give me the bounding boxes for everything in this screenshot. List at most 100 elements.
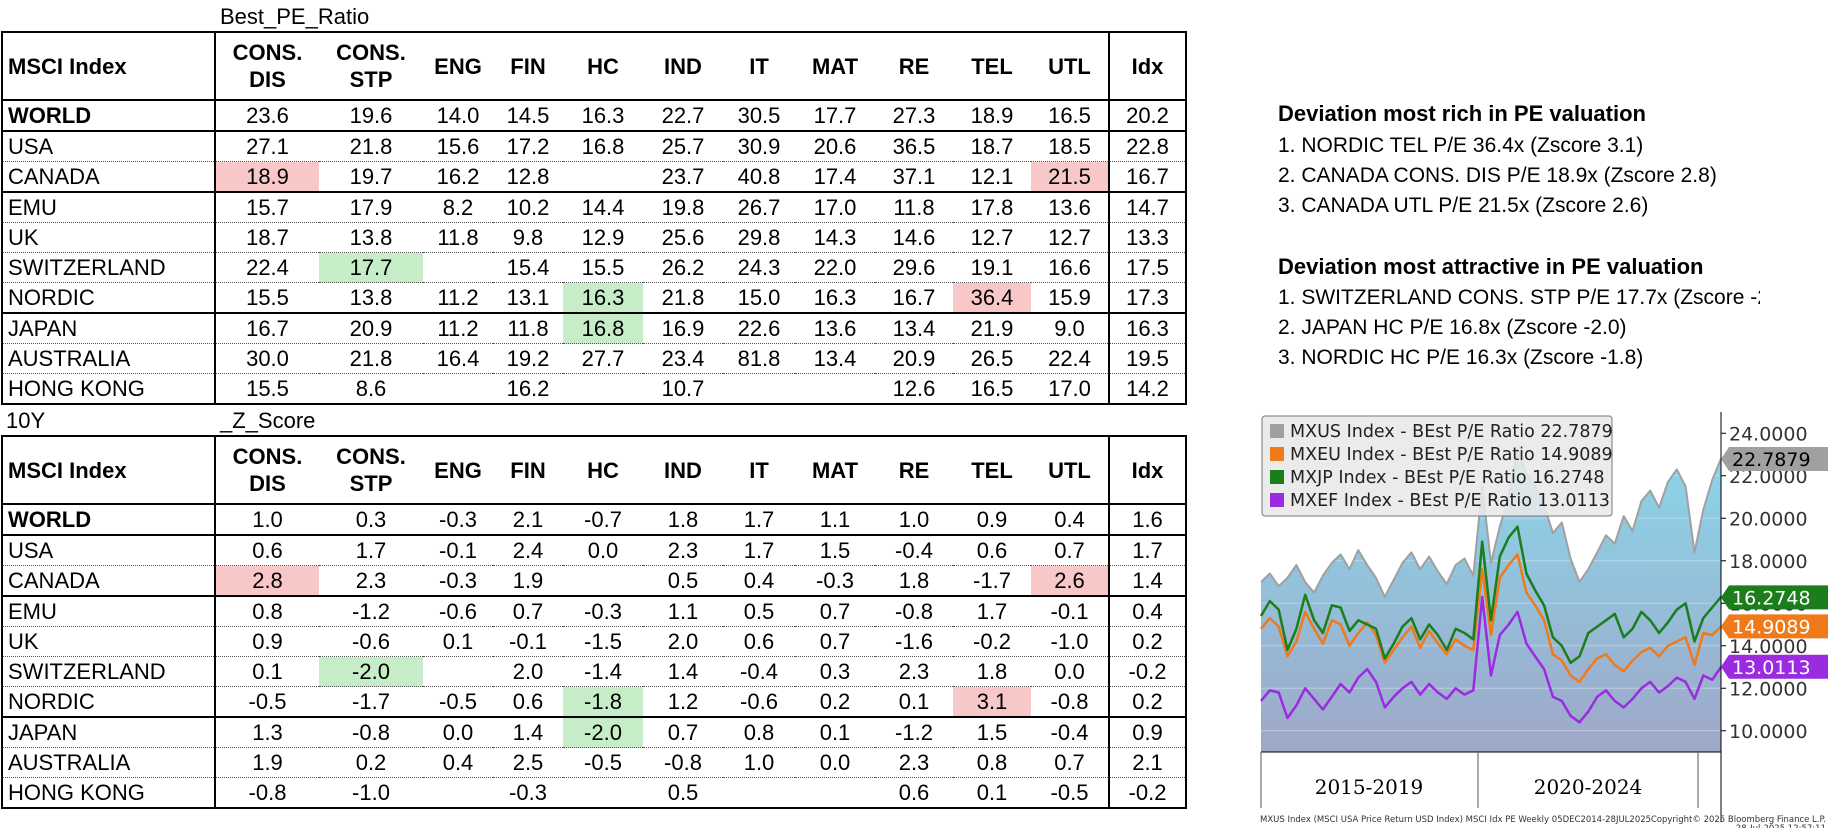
table-cell: 23.7 <box>643 161 723 192</box>
table-cell: 0.8 <box>723 716 795 748</box>
table-cell: 2.3 <box>875 747 953 778</box>
table-cell: 18.7 <box>214 222 319 253</box>
table-cell: 0.0 <box>423 716 493 748</box>
table-cell: 2.5 <box>493 747 563 778</box>
table-row: JAPAN 1.3 -0.8 0.0 1.4 -2.0 0.7 0.8 0.1 -1.2 1.5 -0… <box>2 716 1186 748</box>
legend-swatch <box>1270 470 1284 484</box>
table-cell: 21.5 <box>1031 161 1109 192</box>
series-line-3 <box>1260 595 1723 724</box>
table-row: AUSTRALIA 1.9 0.2 0.4 2.5 -0.5 -0.8 1.0 0.0 2.3 0.… <box>2 747 1186 778</box>
legend-swatch <box>1270 424 1284 438</box>
table-cell: -0.2 <box>1108 777 1186 808</box>
rich-title: Deviation most rich in PE valuation <box>1278 101 1646 126</box>
table-cell: 16.7 <box>875 282 953 313</box>
table-cell: -0.6 <box>423 595 493 627</box>
table-cell: 8.6 <box>319 373 423 404</box>
table-cell: 19.5 <box>1108 343 1186 374</box>
table-cell: 24.3 <box>723 252 795 283</box>
zscore-table: MSCI Index CONS. DIS CONS. STP ENG FIN HC IND IT M… <box>1 435 1187 809</box>
table-cell: 0.7 <box>1031 534 1109 566</box>
table-cell: -0.4 <box>875 534 953 566</box>
table-cell: -0.5 <box>214 686 319 717</box>
row-label: USA <box>2 130 215 162</box>
table-cell: 20.6 <box>795 130 875 162</box>
table-cell: -0.5 <box>563 747 643 778</box>
table-cell: 18.5 <box>1031 130 1109 162</box>
table-cell: 22.4 <box>214 252 319 283</box>
table-cell: 10.7 <box>643 373 723 404</box>
table-cell: 19.7 <box>319 161 423 192</box>
pe-ratio-line-chart: 24.000022.000020.000018.000016.000014.00… <box>1259 412 1828 828</box>
table-cell: 0.6 <box>493 686 563 717</box>
table-cell: 12.1 <box>953 161 1031 192</box>
table-cell: 16.5 <box>1031 99 1109 131</box>
table-cell: 0.7 <box>1031 747 1109 778</box>
row-label: NORDIC <box>2 282 215 313</box>
series-area-mxus <box>1261 448 1721 752</box>
table-cell <box>723 777 795 808</box>
table-cell: -1.7 <box>319 686 423 717</box>
table-row: HONG KONG 15.5 8.6 16.2 10.7 12.6 16.5 17.0 14.2 <box>2 373 1186 404</box>
table-cell: -0.3 <box>423 503 493 535</box>
table-cell: 1.8 <box>953 656 1031 687</box>
table-cell: 16.3 <box>563 99 643 131</box>
table-cell: 23.6 <box>214 99 319 131</box>
table-row: NORDIC -0.5 -1.7 -0.5 0.6 -1.8 1.2 -0.6 0.2 0.1 3.… <box>2 686 1186 717</box>
table-cell: -2.0 <box>563 716 643 748</box>
table-cell: 11.8 <box>493 312 563 344</box>
attractive-item: 1. SWITZERLAND CONS. STP P/E 17.7x (Zsco… <box>1278 286 1760 309</box>
table-cell <box>795 373 875 404</box>
table-cell: -1.2 <box>319 595 423 627</box>
table-cell: 14.2 <box>1108 373 1186 404</box>
table-row: AUSTRALIA 30.0 21.8 16.4 19.2 27.7 23.4 81.8 13.… <box>2 343 1186 374</box>
legend-swatch <box>1270 493 1284 507</box>
table-cell: 15.0 <box>723 282 795 313</box>
header-sector: HC <box>563 32 643 101</box>
table-cell: 17.7 <box>319 252 423 283</box>
table-row: NORDIC 15.5 13.8 11.2 13.1 16.3 21.8 15.0 16.3 16… <box>2 282 1186 313</box>
last-value-label: 14.9089 <box>1732 616 1811 638</box>
table-cell <box>563 777 643 808</box>
table-cell: 21.8 <box>319 343 423 374</box>
table-cell: 0.4 <box>1031 503 1109 535</box>
table-cell: 22.8 <box>1108 130 1186 162</box>
table-cell <box>423 656 493 687</box>
table-cell: -0.4 <box>723 656 795 687</box>
table-cell: 2.8 <box>214 565 319 596</box>
legend-label: MXJP Index - BEst P/E Ratio 16.2748 <box>1290 468 1605 488</box>
table-cell: 18.9 <box>214 161 319 192</box>
row-label: HONG KONG <box>2 777 215 808</box>
table-cell: 23.4 <box>643 343 723 374</box>
table-cell: 0.2 <box>319 747 423 778</box>
table2-title-right: _Z_Score <box>220 408 316 433</box>
table-cell: 13.4 <box>795 343 875 374</box>
table-cell: 16.3 <box>563 282 643 313</box>
table-row: USA 27.1 21.8 15.6 17.2 16.8 25.7 30.9 20.6 36.5 1… <box>2 130 1186 162</box>
table2-title-left: 10Y <box>6 408 46 433</box>
header-sector: IND <box>643 436 723 505</box>
table-cell: 16.3 <box>795 282 875 313</box>
table-cell: -1.5 <box>563 626 643 657</box>
table-cell: -1.8 <box>563 686 643 717</box>
header-sector: Idx <box>1108 32 1186 101</box>
table-cell: 20.2 <box>1108 99 1186 131</box>
table-row: CANADA 18.9 19.7 16.2 12.8 23.7 40.8 17.4 37.1 12… <box>2 161 1186 192</box>
table-cell: 0.1 <box>214 656 319 687</box>
table-cell: -1.6 <box>875 626 953 657</box>
y-tick-label: 10.0000 <box>1729 721 1808 743</box>
table-cell: 17.8 <box>953 191 1031 223</box>
header-sector: MAT <box>795 436 875 505</box>
table-cell: 30.5 <box>723 99 795 131</box>
header-sector: IT <box>723 32 795 101</box>
header-index: MSCI Index <box>2 32 215 101</box>
table-cell: 19.8 <box>643 191 723 223</box>
table-cell: 40.8 <box>723 161 795 192</box>
table-cell: -0.6 <box>723 686 795 717</box>
table-cell: 2.4 <box>493 534 563 566</box>
last-value-label: 13.0113 <box>1732 657 1811 679</box>
table-cell: 17.2 <box>493 130 563 162</box>
table-cell: 1.5 <box>953 716 1031 748</box>
row-label: WORLD <box>2 503 215 535</box>
table-cell: 12.8 <box>493 161 563 192</box>
table-cell: 2.6 <box>1031 565 1109 596</box>
